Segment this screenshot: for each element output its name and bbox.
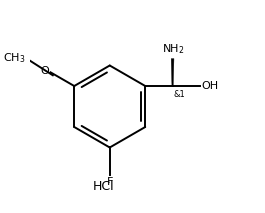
- Polygon shape: [171, 59, 174, 86]
- Text: NH$_2$: NH$_2$: [162, 42, 185, 56]
- Text: HCl: HCl: [93, 180, 114, 193]
- Text: OH: OH: [201, 81, 218, 91]
- Text: CH$_3$: CH$_3$: [3, 51, 26, 65]
- Text: &1: &1: [174, 90, 186, 99]
- Text: O: O: [41, 66, 50, 76]
- Text: F: F: [107, 177, 113, 187]
